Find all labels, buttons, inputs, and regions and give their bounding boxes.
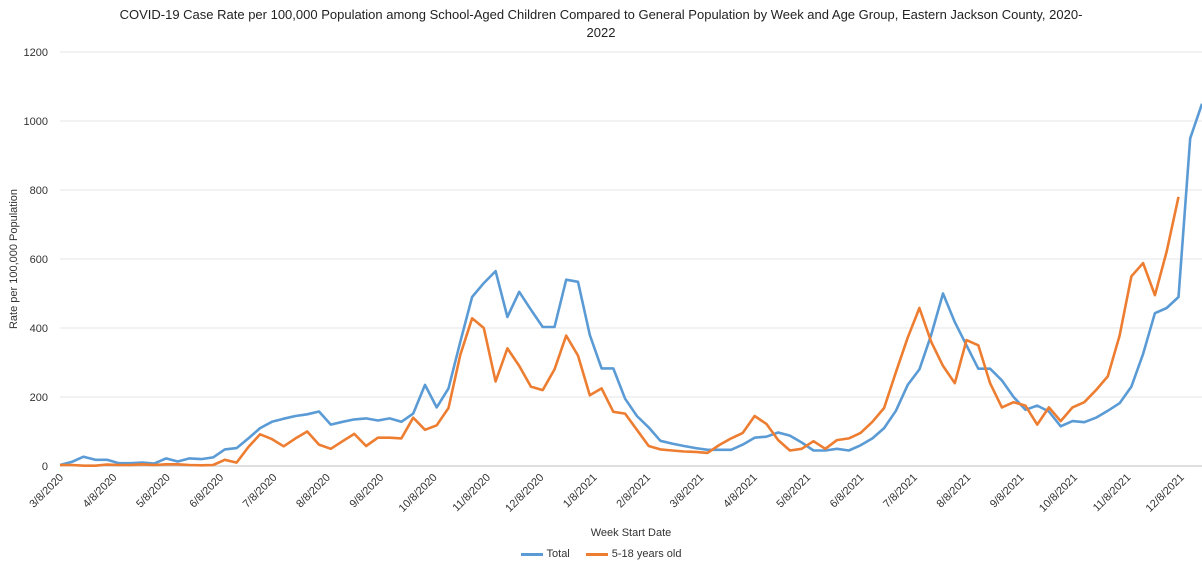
legend-swatch (520, 552, 543, 556)
x-tick-label: 8/8/2021 (935, 472, 974, 511)
legend-label: 5-18 years old (611, 548, 682, 560)
series-lines (59, 103, 1202, 468)
y-axis-title: Rate per 100,000 Population (8, 189, 20, 329)
x-tick-label: 4/8/2021 (721, 472, 760, 511)
y-tick-label: 1000 (24, 116, 48, 128)
legend-label: Total (546, 548, 570, 560)
x-axis-ticks: 3/8/2020 4/8/2020 5/8/2020 6/8/2020 7/8/2020… (27, 472, 1186, 515)
x-tick-label: 12/8/2020 (503, 472, 546, 515)
x-tick-label: 9/8/2021 (988, 472, 1027, 511)
chart-title-line2: 2022 (586, 25, 616, 40)
x-tick-label: 5/8/2021 (774, 472, 813, 511)
legend-swatch (585, 552, 608, 556)
x-tick-label: 10/8/2021 (1037, 472, 1080, 515)
x-tick-label: 8/8/2020 (294, 472, 333, 511)
x-tick-label: 10/8/2020 (397, 472, 440, 515)
x-tick-label: 4/8/2020 (81, 472, 120, 511)
x-tick-label: 1/8/2021 (561, 472, 600, 511)
y-tick-label: 600 (30, 254, 48, 266)
x-tick-label: 11/8/2020 (451, 472, 494, 515)
x-tick-label: 3/8/2020 (27, 472, 66, 511)
y-tick-label: 400 (30, 323, 48, 335)
series-line-age-5-18 (60, 196, 1180, 468)
x-tick-label: 7/8/2021 (881, 472, 920, 511)
y-tick-label: 800 (30, 185, 48, 197)
chart-title-line1: COVID-19 Case Rate per 100,000 Populatio… (119, 7, 1083, 22)
line-chart: 0 200 400 600 800 1000 1200 3/8/2020 4/8/2020 5/… (8, 47, 1202, 539)
x-tick-label: 5/8/2020 (134, 472, 173, 511)
x-tick-label: 12/8/2021 (1144, 472, 1187, 515)
y-tick-label: 0 (42, 461, 48, 473)
x-tick-label: 6/8/2020 (187, 472, 226, 511)
y-tick-label: 1200 (24, 47, 48, 59)
y-axis-ticks: 0 200 400 600 800 1000 1200 (24, 47, 48, 473)
x-axis-title: Week Start Date (591, 527, 672, 539)
gridlines (60, 51, 1202, 398)
x-tick-label: 3/8/2021 (668, 472, 707, 511)
chart-title: COVID-19 Case Rate per 100,000 Populatio… (0, 6, 1202, 42)
legend-item-age-5-18: 5-18 years old (585, 548, 682, 560)
series-line-total (59, 103, 1202, 467)
x-tick-label: 9/8/2020 (348, 472, 387, 511)
y-tick-label: 200 (30, 392, 48, 404)
x-tick-label: 2/8/2021 (614, 472, 653, 511)
legend-item-total: Total (520, 548, 570, 560)
legend: Total 5-18 years old (0, 548, 1202, 560)
x-tick-label: 7/8/2020 (241, 472, 280, 511)
x-tick-label: 11/8/2021 (1091, 472, 1134, 515)
x-tick-label: 6/8/2021 (828, 472, 867, 511)
